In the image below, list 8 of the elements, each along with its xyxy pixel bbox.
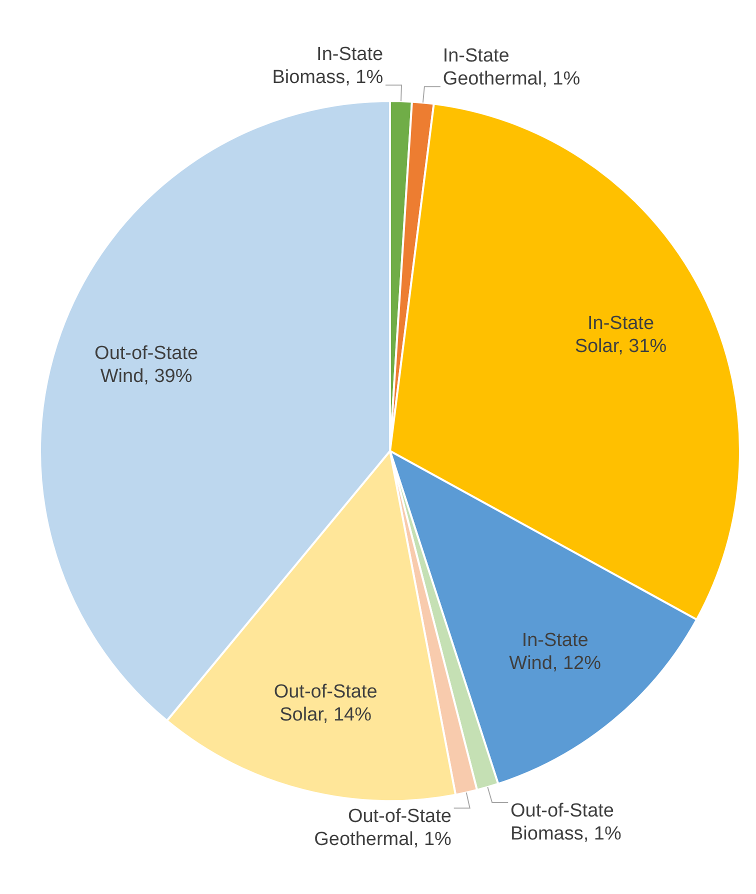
slice-label: Out-of-State Solar, 14% [274,681,378,726]
slice-label: In-State Biomass, 1% [272,44,384,88]
slice-label: In-State Solar, 31% [574,312,667,357]
slice-label: Out-of-State Wind, 39% [94,342,198,387]
slice-label: In-State Geothermal, 1% [442,46,580,90]
slice-label: In-State Wind, 12% [509,630,602,674]
slice-label: Out-of-State Geothermal, 1% [314,806,452,850]
slice-label: Out-of-State Biomass, 1% [510,800,622,844]
